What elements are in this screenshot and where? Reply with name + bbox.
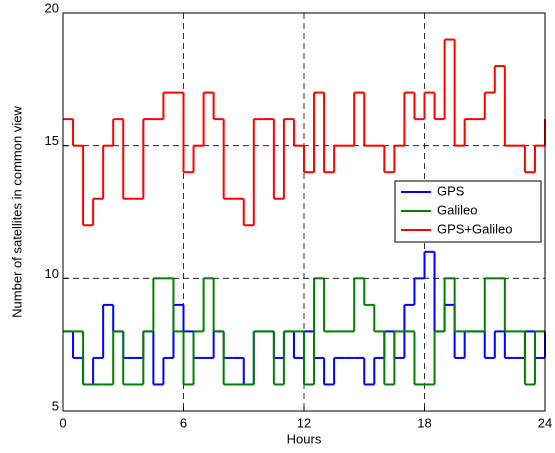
legend-label: GPS+Galileo xyxy=(437,221,513,236)
legend-label: Galileo xyxy=(437,202,477,217)
x-tick-label: 6 xyxy=(180,415,187,430)
x-tick-label: 24 xyxy=(538,415,552,430)
series xyxy=(63,38,546,227)
y-tick-label: 5 xyxy=(52,398,59,413)
series xyxy=(63,277,545,386)
y-tick-label: 15 xyxy=(45,133,59,148)
y-tick-label: 10 xyxy=(45,266,59,281)
x-axis-label: Hours xyxy=(287,431,322,446)
y-tick-label: 20 xyxy=(45,0,59,15)
y-axis-label: Number of satellites in common view xyxy=(9,106,24,318)
x-tick-label: 0 xyxy=(59,415,66,430)
x-tick-label: 12 xyxy=(297,415,311,430)
plot-frame xyxy=(62,12,546,412)
legend-label: GPS xyxy=(437,183,465,198)
x-tick-label: 18 xyxy=(417,415,431,430)
